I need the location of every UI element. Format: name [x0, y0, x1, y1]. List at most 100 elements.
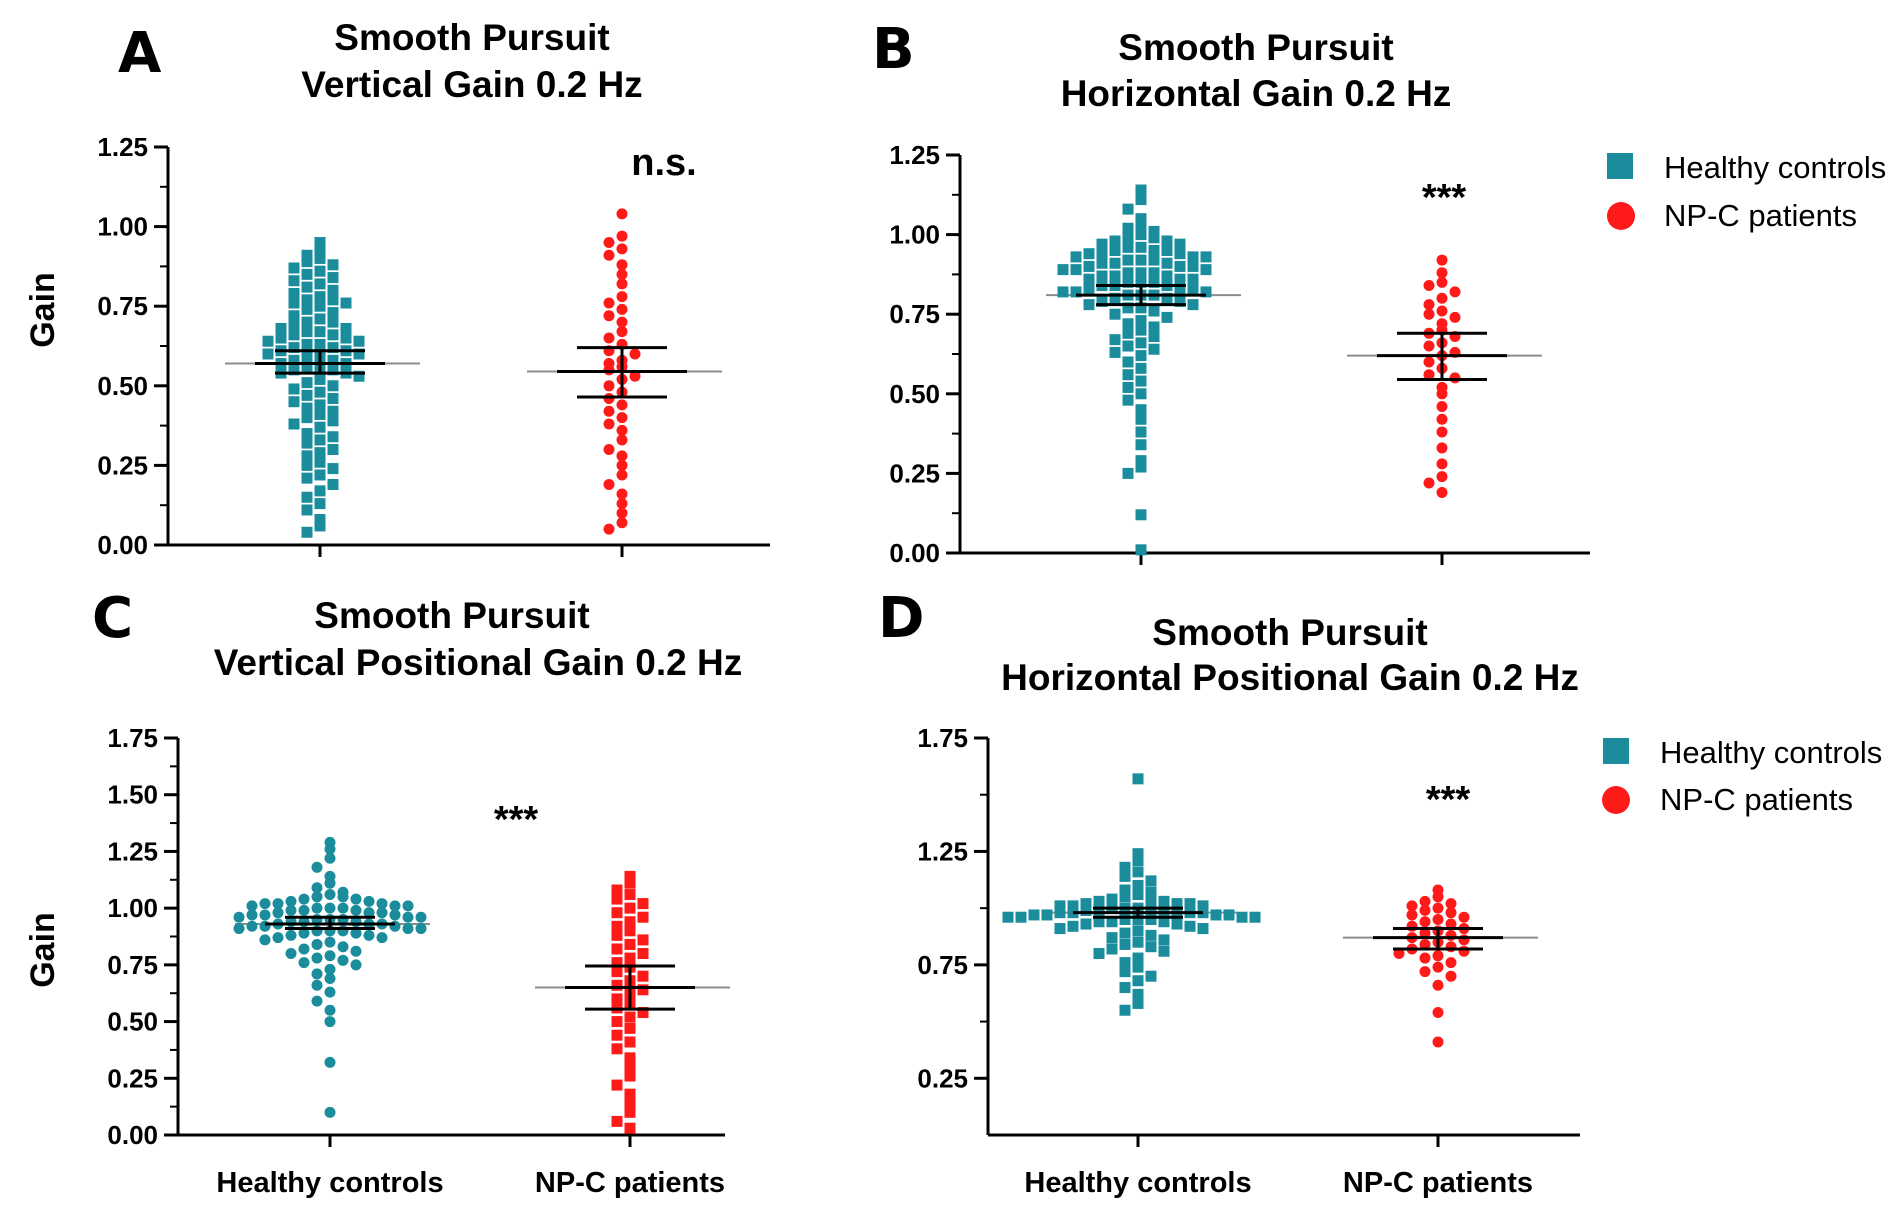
panel-d-data-point	[1132, 866, 1144, 878]
panel-c-data-point	[389, 909, 401, 921]
panel-b-data-point	[1423, 340, 1435, 352]
panel-letter-c: C	[92, 586, 133, 651]
panel-a-data-point	[616, 498, 628, 510]
panel-b-data-point	[1122, 394, 1134, 406]
panel-a-data-point	[301, 389, 313, 401]
panel-a-data-point	[327, 431, 339, 443]
panel-d-data-point	[1406, 909, 1418, 921]
panel-a-data-point	[301, 472, 313, 484]
panel-d-data-point	[1132, 879, 1144, 891]
panel-d-data-point	[1119, 1004, 1131, 1016]
panel-a-data-point	[314, 237, 326, 249]
panel-b-data-point	[1187, 260, 1199, 272]
panel-b-data-point	[1148, 267, 1160, 279]
panel-d-data-point	[1419, 895, 1431, 907]
panel-a-data-point	[314, 469, 326, 481]
panel-a-data-point	[288, 396, 300, 408]
panel-b-data-point	[1423, 477, 1435, 489]
panel-c-data-point	[259, 920, 271, 932]
panel-c-data-point	[298, 927, 310, 939]
panel-a-data-point	[327, 364, 339, 376]
panel-d-data-point	[1106, 932, 1118, 944]
panel-c-data-point	[637, 984, 649, 996]
panel-a-data-point	[603, 479, 615, 491]
panel-c-data-point	[611, 1016, 623, 1028]
panel-a-data-point	[327, 259, 339, 271]
panel-b-data-point	[1449, 372, 1461, 384]
panel-a-data-point	[301, 303, 313, 315]
panel-b-data-point	[1135, 404, 1147, 416]
panel-c-data-point	[311, 938, 323, 950]
legend-top-controls-label: Healthy controls	[1664, 150, 1886, 185]
panel-d-data-point	[1119, 891, 1131, 903]
panel-b-data-point	[1135, 324, 1147, 336]
panel-d-data-point	[1432, 913, 1444, 925]
panel-b-data-point	[1096, 257, 1108, 269]
panel-b-data-point	[1436, 267, 1448, 279]
legend-bottom-patients-marker	[1602, 786, 1630, 814]
panel-b-data-point	[1148, 254, 1160, 266]
panel-c-data-point	[259, 934, 271, 946]
panel-d-data-point	[1158, 934, 1170, 946]
panel-b-data-point	[1436, 401, 1448, 413]
panel-c-data-point	[624, 1052, 636, 1064]
panel-a-data-point	[288, 383, 300, 395]
panel-c-data-point	[298, 893, 310, 905]
panel-c-data-point	[624, 902, 636, 914]
panel-b-data-point	[1135, 509, 1147, 521]
panel-c-data-point	[324, 963, 336, 975]
panel-c-data-point	[285, 904, 297, 916]
panel-a-data-point	[327, 342, 339, 354]
panel-c-data-point	[611, 1043, 623, 1055]
panel-d-data-point	[1145, 886, 1157, 898]
panel-b-data-point	[1135, 315, 1147, 327]
panel-d-data-point	[1171, 918, 1183, 930]
panel-b-data-point	[1135, 426, 1147, 438]
panel-a-data-point	[314, 408, 326, 420]
panel-d-data-point	[1132, 848, 1144, 860]
panel-c-data-point	[389, 920, 401, 932]
panel-d-data-point	[1028, 909, 1040, 921]
panel-d-data-point	[1119, 870, 1131, 882]
panel-b-data-point	[1096, 248, 1108, 260]
panel-a-data-point	[327, 294, 339, 306]
panel-a-data-point	[288, 342, 300, 354]
panel-d-data-point	[1210, 909, 1222, 921]
panel-a-data-point	[301, 256, 313, 268]
panel-c-data-point	[624, 1022, 636, 1034]
panel-d-data-point	[1432, 891, 1444, 903]
panel-a-data-point	[275, 332, 287, 344]
panel-c-data-point	[624, 925, 636, 937]
panel-a-data-point	[301, 326, 313, 338]
panel-b-data-point	[1148, 225, 1160, 237]
panel-d-data-point	[1445, 957, 1457, 969]
panel-d-y-tick-label: 1.25	[917, 836, 968, 866]
panel-c-data-point	[611, 993, 623, 1005]
panel-c-data-point	[311, 902, 323, 914]
panel-d-data-point	[1054, 907, 1066, 919]
panel-d-significance: ***	[1426, 779, 1471, 821]
panel-b-data-point	[1187, 283, 1199, 295]
panel-b-data-point	[1122, 267, 1134, 279]
panel-a-data-point	[314, 243, 326, 255]
panel-c-data-point	[611, 1079, 623, 1091]
panel-c-y-axis-label: Gain	[24, 912, 62, 988]
panel-c-data-point	[350, 904, 362, 916]
panel-b-data-point	[1161, 235, 1173, 247]
panel-b-data-point	[1449, 311, 1461, 323]
panel-a-data-point	[301, 504, 313, 516]
panel-b-data-point	[1122, 241, 1134, 253]
panel-a-data-point	[301, 450, 313, 462]
panel-d: D Smooth Pursuit Horizontal Positional G…	[878, 586, 1580, 1199]
panel-a-data-point	[314, 265, 326, 277]
panel-b-data-point	[1122, 356, 1134, 368]
panel-c-data-point	[402, 900, 414, 912]
panel-b-data-point	[1070, 286, 1082, 298]
panel-d-data-point	[1432, 979, 1444, 991]
panel-a-axes: 0.00 0.25 0.50 0.75 1.00 1.25	[97, 132, 770, 560]
panel-d-data-point	[1432, 1036, 1444, 1048]
panel-d-data-point	[1080, 898, 1092, 910]
panel-c-data-point	[363, 929, 375, 941]
panel-c-data-point	[233, 911, 245, 923]
panel-b-data-point	[1135, 184, 1147, 196]
